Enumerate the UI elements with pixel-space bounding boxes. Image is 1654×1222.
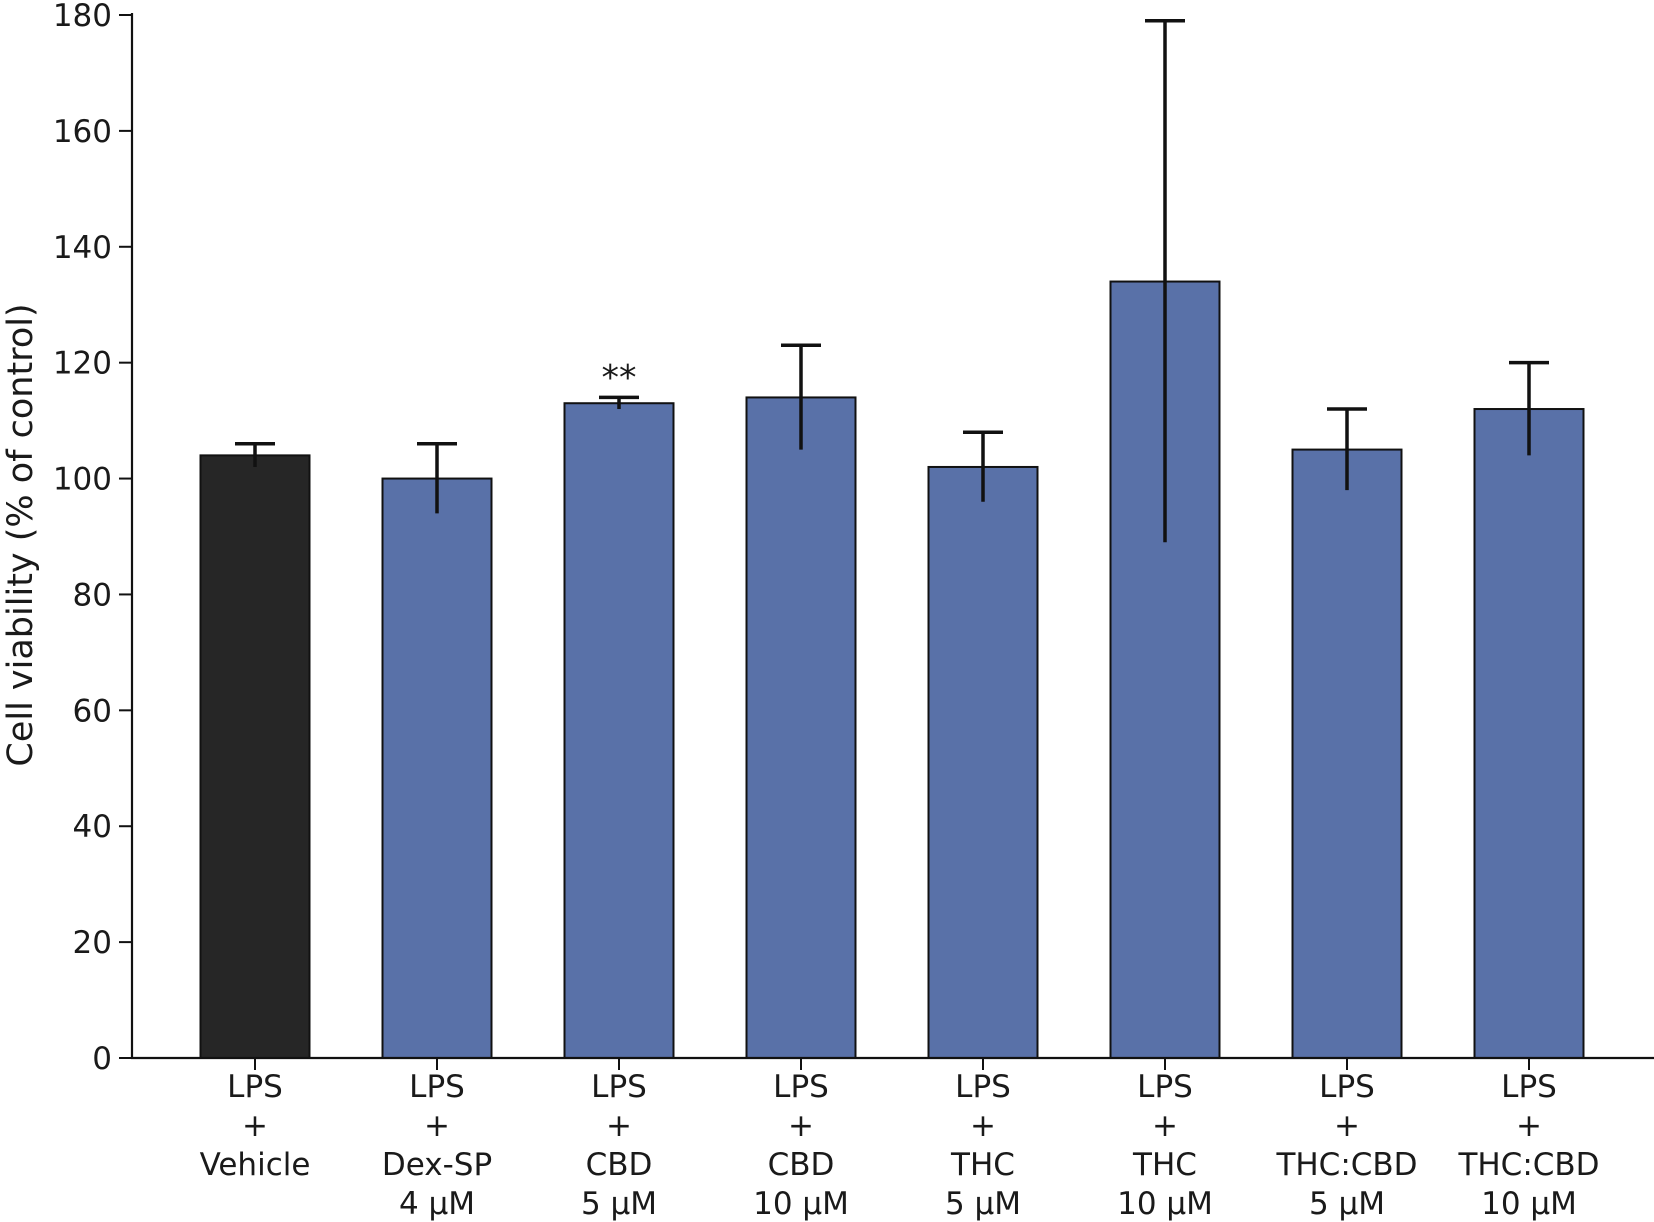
y-tick-label: 120 xyxy=(53,346,112,382)
bar-4 xyxy=(927,465,1039,1059)
x-tick-label-line: + xyxy=(424,1108,450,1144)
error-bar-4 xyxy=(963,430,1003,502)
error-bar-5 xyxy=(1145,19,1185,543)
x-tick-label-line: 10 µM xyxy=(1117,1186,1213,1222)
x-tick-label-line: + xyxy=(606,1108,632,1144)
x-tick-label-line: 5 µM xyxy=(945,1186,1021,1222)
y-tick-label: 60 xyxy=(73,693,112,729)
x-tick-label-line: Dex-SP xyxy=(382,1147,492,1183)
x-tick-label-line: THC xyxy=(1132,1147,1197,1183)
labels-layer: 020406080100120140160180LPS+VehicleLPS+D… xyxy=(53,0,1600,1222)
y-tick-label: 180 xyxy=(53,0,112,34)
bar-7 xyxy=(1473,408,1585,1059)
x-tick-label-line: 4 µM xyxy=(399,1186,475,1222)
x-tick-label-line: LPS xyxy=(1137,1069,1193,1105)
x-tick-label-line: LPS xyxy=(227,1069,283,1105)
bar-2 xyxy=(563,402,675,1059)
y-tick-label: 160 xyxy=(53,114,112,150)
x-tick-label: LPS+Vehicle xyxy=(200,1069,311,1183)
axes-layer xyxy=(119,13,1654,1070)
x-tick-label-line: + xyxy=(1334,1108,1360,1144)
x-tick-label-line: CBD xyxy=(768,1147,835,1183)
x-tick-label-line: + xyxy=(242,1108,268,1144)
significance-annotation: ** xyxy=(602,358,637,398)
bar-0 xyxy=(199,454,311,1059)
x-tick-label-line: LPS xyxy=(955,1069,1011,1105)
error-bar-7 xyxy=(1509,360,1549,456)
x-tick-label-line: + xyxy=(970,1108,996,1144)
bar-3 xyxy=(745,396,857,1059)
x-tick-label-line: LPS xyxy=(773,1069,829,1105)
bar-6 xyxy=(1291,448,1403,1060)
x-tick-label-line: + xyxy=(1516,1108,1542,1144)
error-bars-layer xyxy=(235,19,1549,543)
x-tick-label-line: + xyxy=(788,1108,814,1144)
y-tick-label: 20 xyxy=(73,925,112,961)
x-tick-label-line: THC:CBD xyxy=(1275,1147,1417,1183)
error-bar-1 xyxy=(417,442,457,514)
x-tick-label-line: LPS xyxy=(409,1069,465,1105)
x-tick-label-line: LPS xyxy=(1319,1069,1375,1105)
x-tick-label-line: CBD xyxy=(586,1147,653,1183)
y-tick-label: 100 xyxy=(53,462,112,498)
y-tick-label: 140 xyxy=(53,230,112,266)
bars-layer xyxy=(199,280,1585,1060)
y-tick-label: 80 xyxy=(73,577,112,613)
error-bar-6 xyxy=(1327,407,1367,491)
x-tick-label-line: LPS xyxy=(591,1069,647,1105)
x-tick-label: LPS+Dex-SP4 µM xyxy=(382,1069,492,1222)
x-tick-label-line: 10 µM xyxy=(753,1186,849,1222)
error-bar-0 xyxy=(235,442,275,467)
x-tick-label-line: 5 µM xyxy=(581,1186,657,1222)
x-tick-label-line: + xyxy=(1152,1108,1178,1144)
x-tick-label-line: 10 µM xyxy=(1481,1186,1577,1222)
error-bar-3 xyxy=(781,343,821,450)
x-tick-label-line: LPS xyxy=(1501,1069,1557,1105)
bar-1 xyxy=(381,477,493,1059)
x-tick-label-line: Vehicle xyxy=(200,1147,311,1183)
error-bar-2 xyxy=(599,395,639,410)
y-tick-label: 0 xyxy=(92,1041,112,1077)
y-axis-title: Cell viability (% of control) xyxy=(1,303,41,766)
x-tick-label-line: THC:CBD xyxy=(1457,1147,1599,1183)
x-tick-label-line: THC xyxy=(950,1147,1015,1183)
y-tick-label: 40 xyxy=(73,809,112,845)
x-tick-label-line: 5 µM xyxy=(1309,1186,1385,1222)
